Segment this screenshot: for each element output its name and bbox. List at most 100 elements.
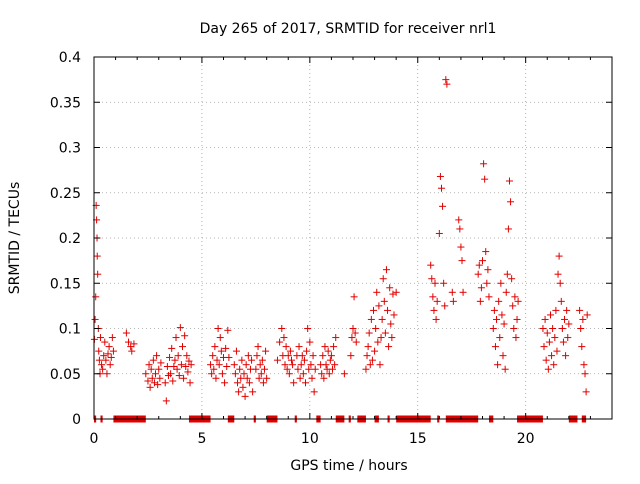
x-tick-label: 5 (197, 431, 206, 447)
data-point (128, 347, 136, 355)
data-point (258, 356, 266, 364)
data-point (540, 343, 548, 351)
data-point (509, 302, 517, 310)
data-point (439, 202, 447, 210)
data-point (482, 248, 490, 256)
data-point (307, 361, 315, 369)
data-point (389, 290, 397, 298)
y-tick-label: 0.15 (50, 276, 81, 292)
data-point (511, 293, 519, 301)
data-point (98, 361, 106, 369)
x-tick-label: 20 (517, 431, 535, 447)
data-point (580, 361, 588, 369)
data-point (382, 266, 390, 274)
data-point (427, 261, 435, 269)
data-point (280, 334, 288, 342)
data-point (212, 374, 220, 382)
data-point (481, 175, 489, 183)
data-point (545, 338, 553, 346)
data-point (474, 270, 482, 278)
data-point (556, 279, 564, 287)
data-point (326, 356, 334, 364)
data-point (242, 361, 250, 369)
data-point (366, 361, 374, 369)
data-point (349, 325, 357, 332)
data-point (154, 381, 162, 389)
data-point (495, 297, 503, 305)
data-point (95, 356, 103, 364)
data-point (294, 365, 302, 373)
data-point (304, 325, 312, 332)
data-point (276, 338, 284, 346)
data-point (286, 347, 294, 355)
data-point (94, 270, 102, 278)
data-point (104, 350, 112, 358)
data-point (167, 370, 175, 378)
data-point (557, 297, 565, 305)
data-point (332, 334, 340, 342)
x-tick-label: 0 (90, 431, 99, 447)
data-point (99, 365, 107, 373)
y-tick-label: 0.1 (59, 322, 81, 338)
data-point (552, 306, 560, 314)
tick-labels: 0 5 10 15 20 0 0.05 0.1 0.15 0.2 0.25 0.3 0.35 0.4 (50, 50, 535, 447)
data-point (299, 370, 307, 378)
data-point (443, 80, 451, 88)
data-point (208, 370, 216, 378)
data-point (564, 334, 572, 342)
data-point (285, 370, 293, 378)
data-point (435, 229, 443, 237)
data-point (281, 361, 289, 369)
data-point (347, 352, 355, 360)
data-point (331, 361, 339, 369)
y-tick-label: 0 (72, 412, 81, 428)
data-point (306, 338, 314, 346)
data-point (237, 374, 245, 382)
data-point (348, 334, 356, 342)
data-point (352, 338, 360, 346)
data-point (502, 288, 510, 296)
data-point (122, 329, 130, 337)
data-point (142, 370, 150, 378)
data-point (232, 347, 240, 355)
data-point (230, 361, 238, 369)
data-point (145, 361, 153, 369)
data-point (245, 379, 253, 387)
data-point (178, 343, 186, 351)
data-point (368, 356, 376, 364)
x-tick-label: 10 (301, 431, 319, 447)
y-tick-label: 0.2 (59, 231, 81, 247)
data-point (365, 329, 373, 337)
data-point (553, 347, 561, 355)
data-point (577, 325, 585, 332)
data-point (252, 365, 260, 373)
data-point (105, 343, 113, 351)
data-point (503, 270, 511, 278)
data-point (95, 347, 103, 355)
data-point (322, 361, 330, 369)
data-point (240, 370, 248, 378)
data-point (320, 374, 328, 382)
data-point (217, 347, 225, 355)
data-point (544, 365, 552, 373)
data-point (155, 365, 163, 373)
data-point (184, 368, 192, 376)
data-point (581, 370, 589, 378)
data-point (249, 388, 257, 396)
data-point (256, 361, 264, 369)
data-point (176, 324, 184, 332)
data-point (374, 338, 382, 346)
data-point (327, 352, 335, 360)
data-point (284, 352, 292, 360)
data-point (273, 356, 281, 364)
data-point (390, 311, 398, 319)
data-point (456, 225, 464, 233)
data-point (500, 320, 508, 328)
data-point (505, 177, 513, 185)
data-point (310, 388, 318, 396)
data-point (364, 343, 372, 351)
data-point (433, 297, 441, 305)
data-point (373, 288, 381, 296)
data-point (442, 76, 450, 84)
data-point (550, 361, 558, 369)
